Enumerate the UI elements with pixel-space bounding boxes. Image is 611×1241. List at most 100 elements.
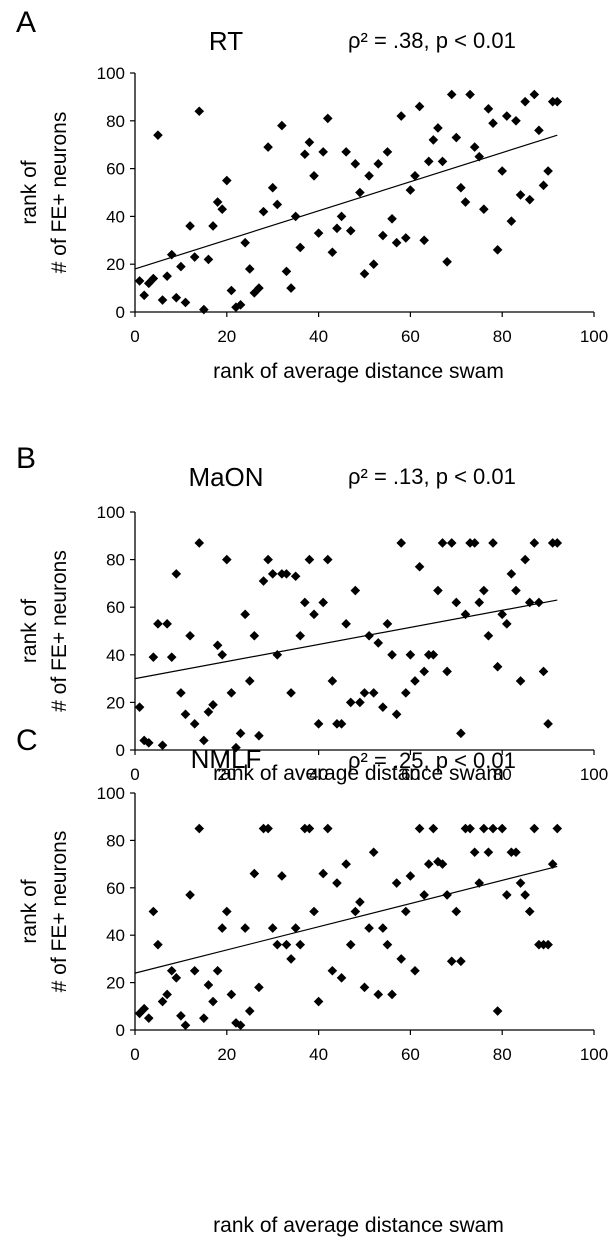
data-point xyxy=(166,652,177,662)
data-point xyxy=(318,597,328,608)
data-point xyxy=(368,847,379,858)
x-tick-label: 20 xyxy=(217,327,236,346)
data-point xyxy=(263,554,273,565)
data-point xyxy=(267,569,278,579)
data-point xyxy=(322,554,333,565)
data-point xyxy=(199,735,209,746)
data-point xyxy=(368,259,379,269)
data-point xyxy=(263,142,273,152)
data-point xyxy=(258,576,269,586)
data-point xyxy=(552,823,563,834)
data-point xyxy=(414,101,425,112)
data-point xyxy=(176,688,186,698)
data-point xyxy=(194,538,205,548)
x-tick-label: 100 xyxy=(580,1045,608,1064)
data-point xyxy=(410,676,420,686)
data-point xyxy=(552,96,563,107)
data-point xyxy=(180,1020,191,1031)
trendline xyxy=(134,865,558,974)
data-point xyxy=(318,147,328,157)
data-point xyxy=(180,297,191,308)
y-tick-label: 80 xyxy=(106,551,125,570)
data-point xyxy=(355,897,365,907)
data-point xyxy=(401,906,411,917)
data-point xyxy=(171,569,182,579)
data-point xyxy=(423,156,434,167)
data-point xyxy=(176,261,186,272)
x-tick-label: 20 xyxy=(217,765,236,784)
data-point xyxy=(492,1006,503,1016)
data-point xyxy=(501,619,512,629)
data-point xyxy=(212,640,223,651)
data-point xyxy=(240,923,250,933)
data-point xyxy=(469,538,480,548)
data-point xyxy=(134,276,145,286)
data-point xyxy=(295,630,306,641)
y-tick-label: 40 xyxy=(106,646,125,665)
data-point xyxy=(419,666,429,677)
x-tick-label: 80 xyxy=(493,1045,512,1064)
data-point xyxy=(226,688,237,698)
data-point xyxy=(511,116,521,126)
data-point xyxy=(166,249,177,260)
data-point xyxy=(405,650,416,660)
data-point xyxy=(148,906,159,917)
data-point xyxy=(295,939,306,950)
data-point xyxy=(364,630,374,641)
data-point xyxy=(189,719,200,729)
data-point xyxy=(139,290,149,301)
data-point xyxy=(148,652,159,662)
data-point xyxy=(446,956,457,967)
y-tick-label: 0 xyxy=(116,741,125,760)
data-point xyxy=(244,1006,255,1016)
data-point xyxy=(456,182,466,193)
data-point xyxy=(322,113,333,124)
data-point xyxy=(208,996,218,1007)
data-point xyxy=(217,650,228,660)
data-point xyxy=(313,228,324,238)
data-point xyxy=(474,151,485,162)
x-tick-label: 0 xyxy=(130,1045,139,1064)
data-point xyxy=(189,965,200,976)
data-point xyxy=(428,650,439,660)
data-point xyxy=(378,230,388,241)
data-point xyxy=(414,823,425,834)
data-point xyxy=(488,538,498,548)
y-axis-label-line1: rank of xyxy=(18,599,41,663)
x-tick-label: 100 xyxy=(580,765,608,784)
data-point xyxy=(529,89,540,100)
data-point xyxy=(497,823,507,834)
data-point xyxy=(419,235,429,246)
stat-annotation: ρ² = .38, p < 0.01 xyxy=(348,28,516,53)
data-point xyxy=(410,170,420,181)
data-point xyxy=(222,906,232,917)
data-point xyxy=(208,221,218,231)
data-point xyxy=(428,823,439,834)
data-point xyxy=(281,939,292,950)
data-point xyxy=(336,973,347,983)
data-point xyxy=(249,288,260,298)
data-point xyxy=(212,965,223,976)
data-point xyxy=(143,1013,154,1023)
data-point xyxy=(235,300,246,310)
data-point xyxy=(336,719,347,729)
data-point xyxy=(465,823,475,834)
x-tick-label: 60 xyxy=(401,1045,420,1064)
data-point xyxy=(446,89,457,100)
x-tick-label: 60 xyxy=(401,327,420,346)
data-point xyxy=(304,554,315,565)
data-point xyxy=(451,906,462,917)
data-point xyxy=(249,630,260,641)
data-point xyxy=(460,197,471,207)
data-point xyxy=(189,252,200,262)
data-point xyxy=(300,149,310,160)
data-point xyxy=(313,719,324,729)
chart-title: RT xyxy=(209,26,243,56)
data-point xyxy=(327,676,338,686)
data-point xyxy=(364,170,374,181)
data-point xyxy=(254,982,264,993)
data-point xyxy=(153,130,163,140)
data-point xyxy=(203,254,214,265)
data-point xyxy=(345,939,356,950)
data-point xyxy=(442,666,452,677)
